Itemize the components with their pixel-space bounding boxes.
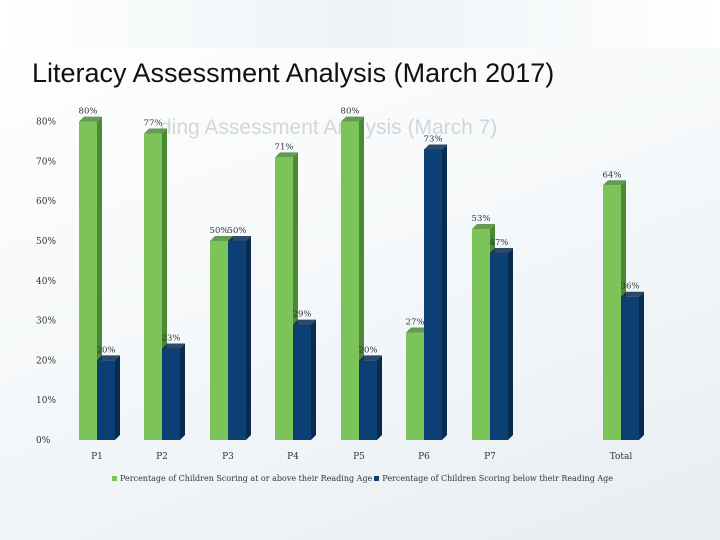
bar-at-or-above-top: [406, 327, 429, 333]
bar-series: [79, 116, 644, 441]
data-label-below: 29%: [293, 310, 312, 320]
bar-at-or-above: [472, 229, 490, 440]
chart-legend: Percentage of Children Scoring at or abo…: [112, 474, 615, 483]
y-tick-label: 70%: [36, 157, 56, 167]
bar-below-top: [97, 355, 120, 361]
x-tick-label: P2: [156, 452, 168, 462]
bar-below-top: [162, 343, 185, 349]
x-tick-label: P3: [222, 452, 234, 462]
data-label-at-or-above: 71%: [275, 142, 294, 152]
bar-below-side: [377, 355, 382, 440]
bar-below-side: [115, 355, 120, 440]
legend-label-at-or-above: Percentage of Children Scoring at or abo…: [120, 474, 373, 483]
y-tick-label: 50%: [36, 237, 56, 247]
bar-at-or-above: [144, 133, 162, 441]
x-tick-label: P7: [484, 452, 496, 462]
data-label-at-or-above: 77%: [144, 119, 163, 129]
data-label-at-or-above: 50%: [210, 226, 229, 236]
data-label-below: 36%: [621, 282, 640, 292]
bar-below: [621, 296, 639, 440]
bar-below-side: [246, 236, 251, 440]
slide-title: Literacy Assessment Analysis (March 2017…: [32, 58, 555, 88]
x-tick-label: P1: [91, 452, 103, 462]
data-label-below: 73%: [424, 134, 443, 144]
bar-below: [97, 360, 115, 440]
y-axis-ticks: 0% 10% 20% 30% 40% 50% 60% 70% 80%: [36, 118, 56, 446]
bar-at-or-above-top: [210, 236, 233, 241]
bar-at-or-above: [79, 121, 97, 440]
data-label-below: 20%: [359, 345, 378, 355]
bar-below: [424, 149, 442, 440]
y-tick-label: 10%: [36, 396, 56, 406]
bar-below: [228, 241, 246, 440]
legend-item-below: Percentage of Children Scoring below the…: [374, 474, 613, 483]
bar-below: [359, 360, 377, 440]
legend-item-at-or-above: Percentage of Children Scoring at or abo…: [112, 474, 372, 483]
data-label-below: 50%: [228, 226, 247, 236]
data-label-at-or-above: 27%: [406, 318, 425, 328]
x-tick-label: P6: [418, 452, 430, 462]
data-label-at-or-above: 80%: [341, 107, 360, 117]
bar-below-top: [490, 247, 513, 253]
legend-swatch-navy: [374, 476, 380, 481]
bar-below: [162, 348, 180, 440]
bar-below-top: [293, 319, 316, 325]
y-tick-label: 30%: [36, 317, 56, 327]
x-axis-ticks: P1 P2 P3 P4 P5 P6 P7 Total: [91, 452, 632, 462]
bar-below-top: [424, 144, 447, 150]
bar-at-or-above-top: [144, 128, 167, 134]
legend-swatch-green: [112, 476, 117, 481]
data-label-at-or-above: 53%: [472, 214, 491, 224]
bar-below-side: [639, 291, 644, 440]
bar-below: [293, 324, 311, 440]
bar-at-or-above-top: [341, 116, 364, 122]
bar-at-or-above: [603, 185, 621, 440]
y-tick-label: 60%: [36, 197, 56, 207]
bar-at-or-above-top: [79, 116, 102, 122]
data-label-below: 20%: [97, 345, 116, 355]
bar-below-top: [359, 355, 382, 361]
x-tick-label: P5: [353, 452, 365, 462]
y-tick-label: 20%: [36, 356, 56, 366]
data-label-below: 23%: [162, 333, 181, 343]
bar-below-side: [311, 319, 316, 440]
data-label-at-or-above: 64%: [603, 170, 622, 180]
bar-at-or-above-top: [275, 152, 298, 158]
bar-below-top: [621, 291, 644, 297]
y-tick-label: 0%: [36, 436, 51, 446]
bar-at-or-above: [406, 332, 424, 440]
legend-label-below: Percentage of Children Scoring below the…: [382, 474, 613, 483]
bar-at-or-above-top: [472, 224, 495, 230]
x-tick-label: Total: [610, 452, 633, 462]
data-label-below: 47%: [490, 238, 509, 248]
bar-below-side: [180, 343, 185, 440]
bar-at-or-above: [275, 157, 293, 441]
data-labels: 80% 20% 77% 23% 50% 50% 71% 29% 80% 20% 27% 73% 53% 4…: [79, 107, 640, 356]
bar-at-or-above: [210, 241, 228, 440]
bar-below-top: [228, 236, 251, 241]
y-tick-label: 80%: [36, 118, 56, 128]
bar-below-side: [508, 247, 513, 440]
bar-at-or-above-top: [603, 180, 626, 186]
bar-below-side: [442, 144, 447, 440]
header-decoration: [0, 0, 720, 48]
bar-below: [490, 252, 508, 440]
x-tick-label: P4: [287, 452, 299, 462]
bar-at-or-above: [341, 121, 359, 440]
y-tick-label: 40%: [36, 277, 56, 287]
data-label-at-or-above: 80%: [79, 107, 98, 117]
